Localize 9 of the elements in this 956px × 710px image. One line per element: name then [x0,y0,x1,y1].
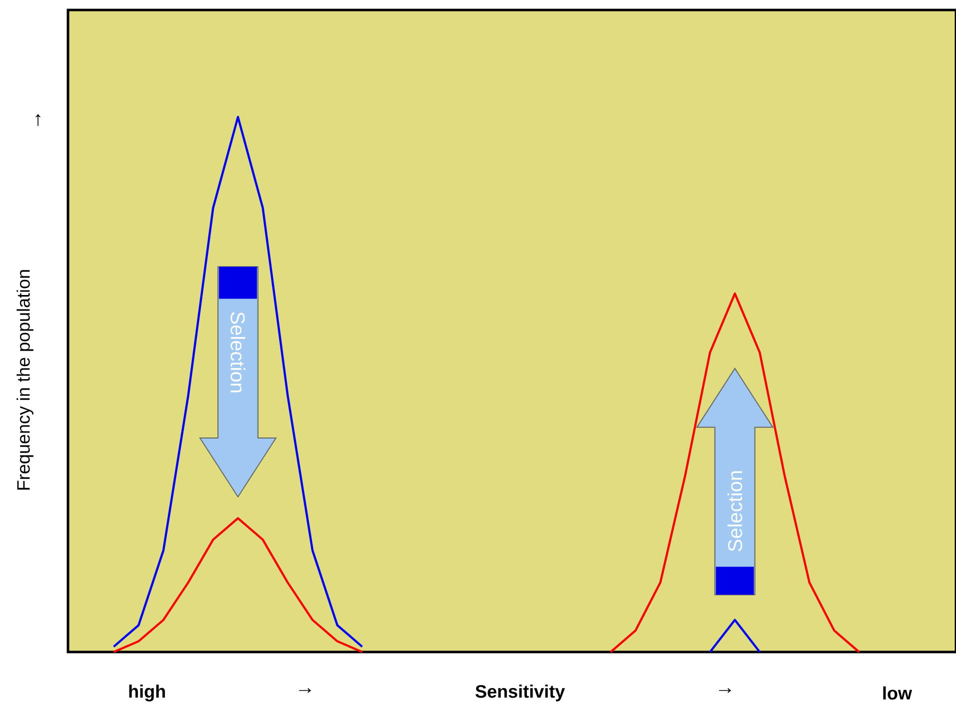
text: → [719,688,731,693]
annotation: Selection [230,312,246,392]
text: → [299,688,311,693]
annotation: Selection [728,471,742,552]
text: ↑ [36,114,40,126]
y-axis-title: Frequency in the population [16,270,34,490]
x-axis-title: Sensitivity [476,684,565,702]
text: low [883,686,912,700]
text: high [129,684,165,702]
